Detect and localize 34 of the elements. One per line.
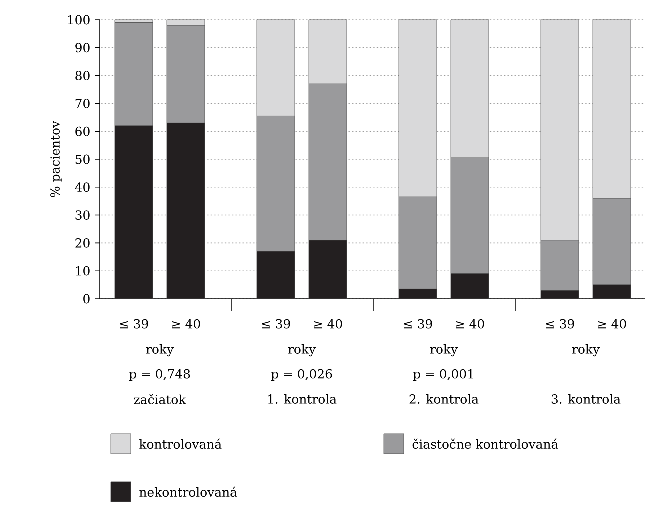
x-tick-label: ≤ 39 (120, 319, 148, 329)
y-tick-label: 30 (76, 210, 90, 220)
x-tick-label: ≤ 39 (404, 319, 432, 329)
x-tick-label: ≥ 40 (314, 319, 342, 329)
text: p = 0,026 (271, 369, 332, 382)
x-tick-label: ≥ 40 (172, 319, 200, 329)
y-tick-label: 70 (76, 98, 90, 108)
text: roky (288, 344, 316, 357)
text: 1. kontrola (268, 394, 337, 404)
x-tick-label: ≥ 40 (598, 319, 626, 329)
text: p = 0,001 (413, 369, 474, 382)
y-tick-label: 10 (76, 266, 90, 276)
x-tick-label: ≤ 39 (262, 319, 290, 329)
y-tick-label: 90 (76, 43, 90, 53)
text: 2. kontrola (410, 394, 479, 404)
x-tick-label: ≤ 39 (546, 319, 574, 329)
y-tick-label: 50 (76, 154, 90, 164)
text: roky (572, 344, 600, 357)
text: 3. kontrola (552, 394, 621, 404)
y-tick-label: 60 (76, 126, 90, 136)
y-tick-label: 0 (84, 294, 90, 304)
legend-label: nekontrolovaná (140, 486, 238, 498)
y-tick-label: 40 (75, 182, 90, 192)
text: p = 0,748 (129, 369, 190, 382)
text: roky (146, 344, 174, 357)
text: začiatok (134, 394, 186, 404)
y-tick-label: 20 (76, 238, 90, 248)
x-tick-label: ≥ 40 (456, 319, 484, 329)
y-tick-label: 100 (68, 15, 90, 25)
legend-label: čiastočne kontrolovaná (412, 438, 558, 450)
legend-label: kontrolovaná (140, 438, 222, 450)
y-axis-title: % pacientov (50, 121, 62, 198)
y-tick-label: 80 (76, 71, 90, 80)
text: roky (430, 344, 458, 357)
